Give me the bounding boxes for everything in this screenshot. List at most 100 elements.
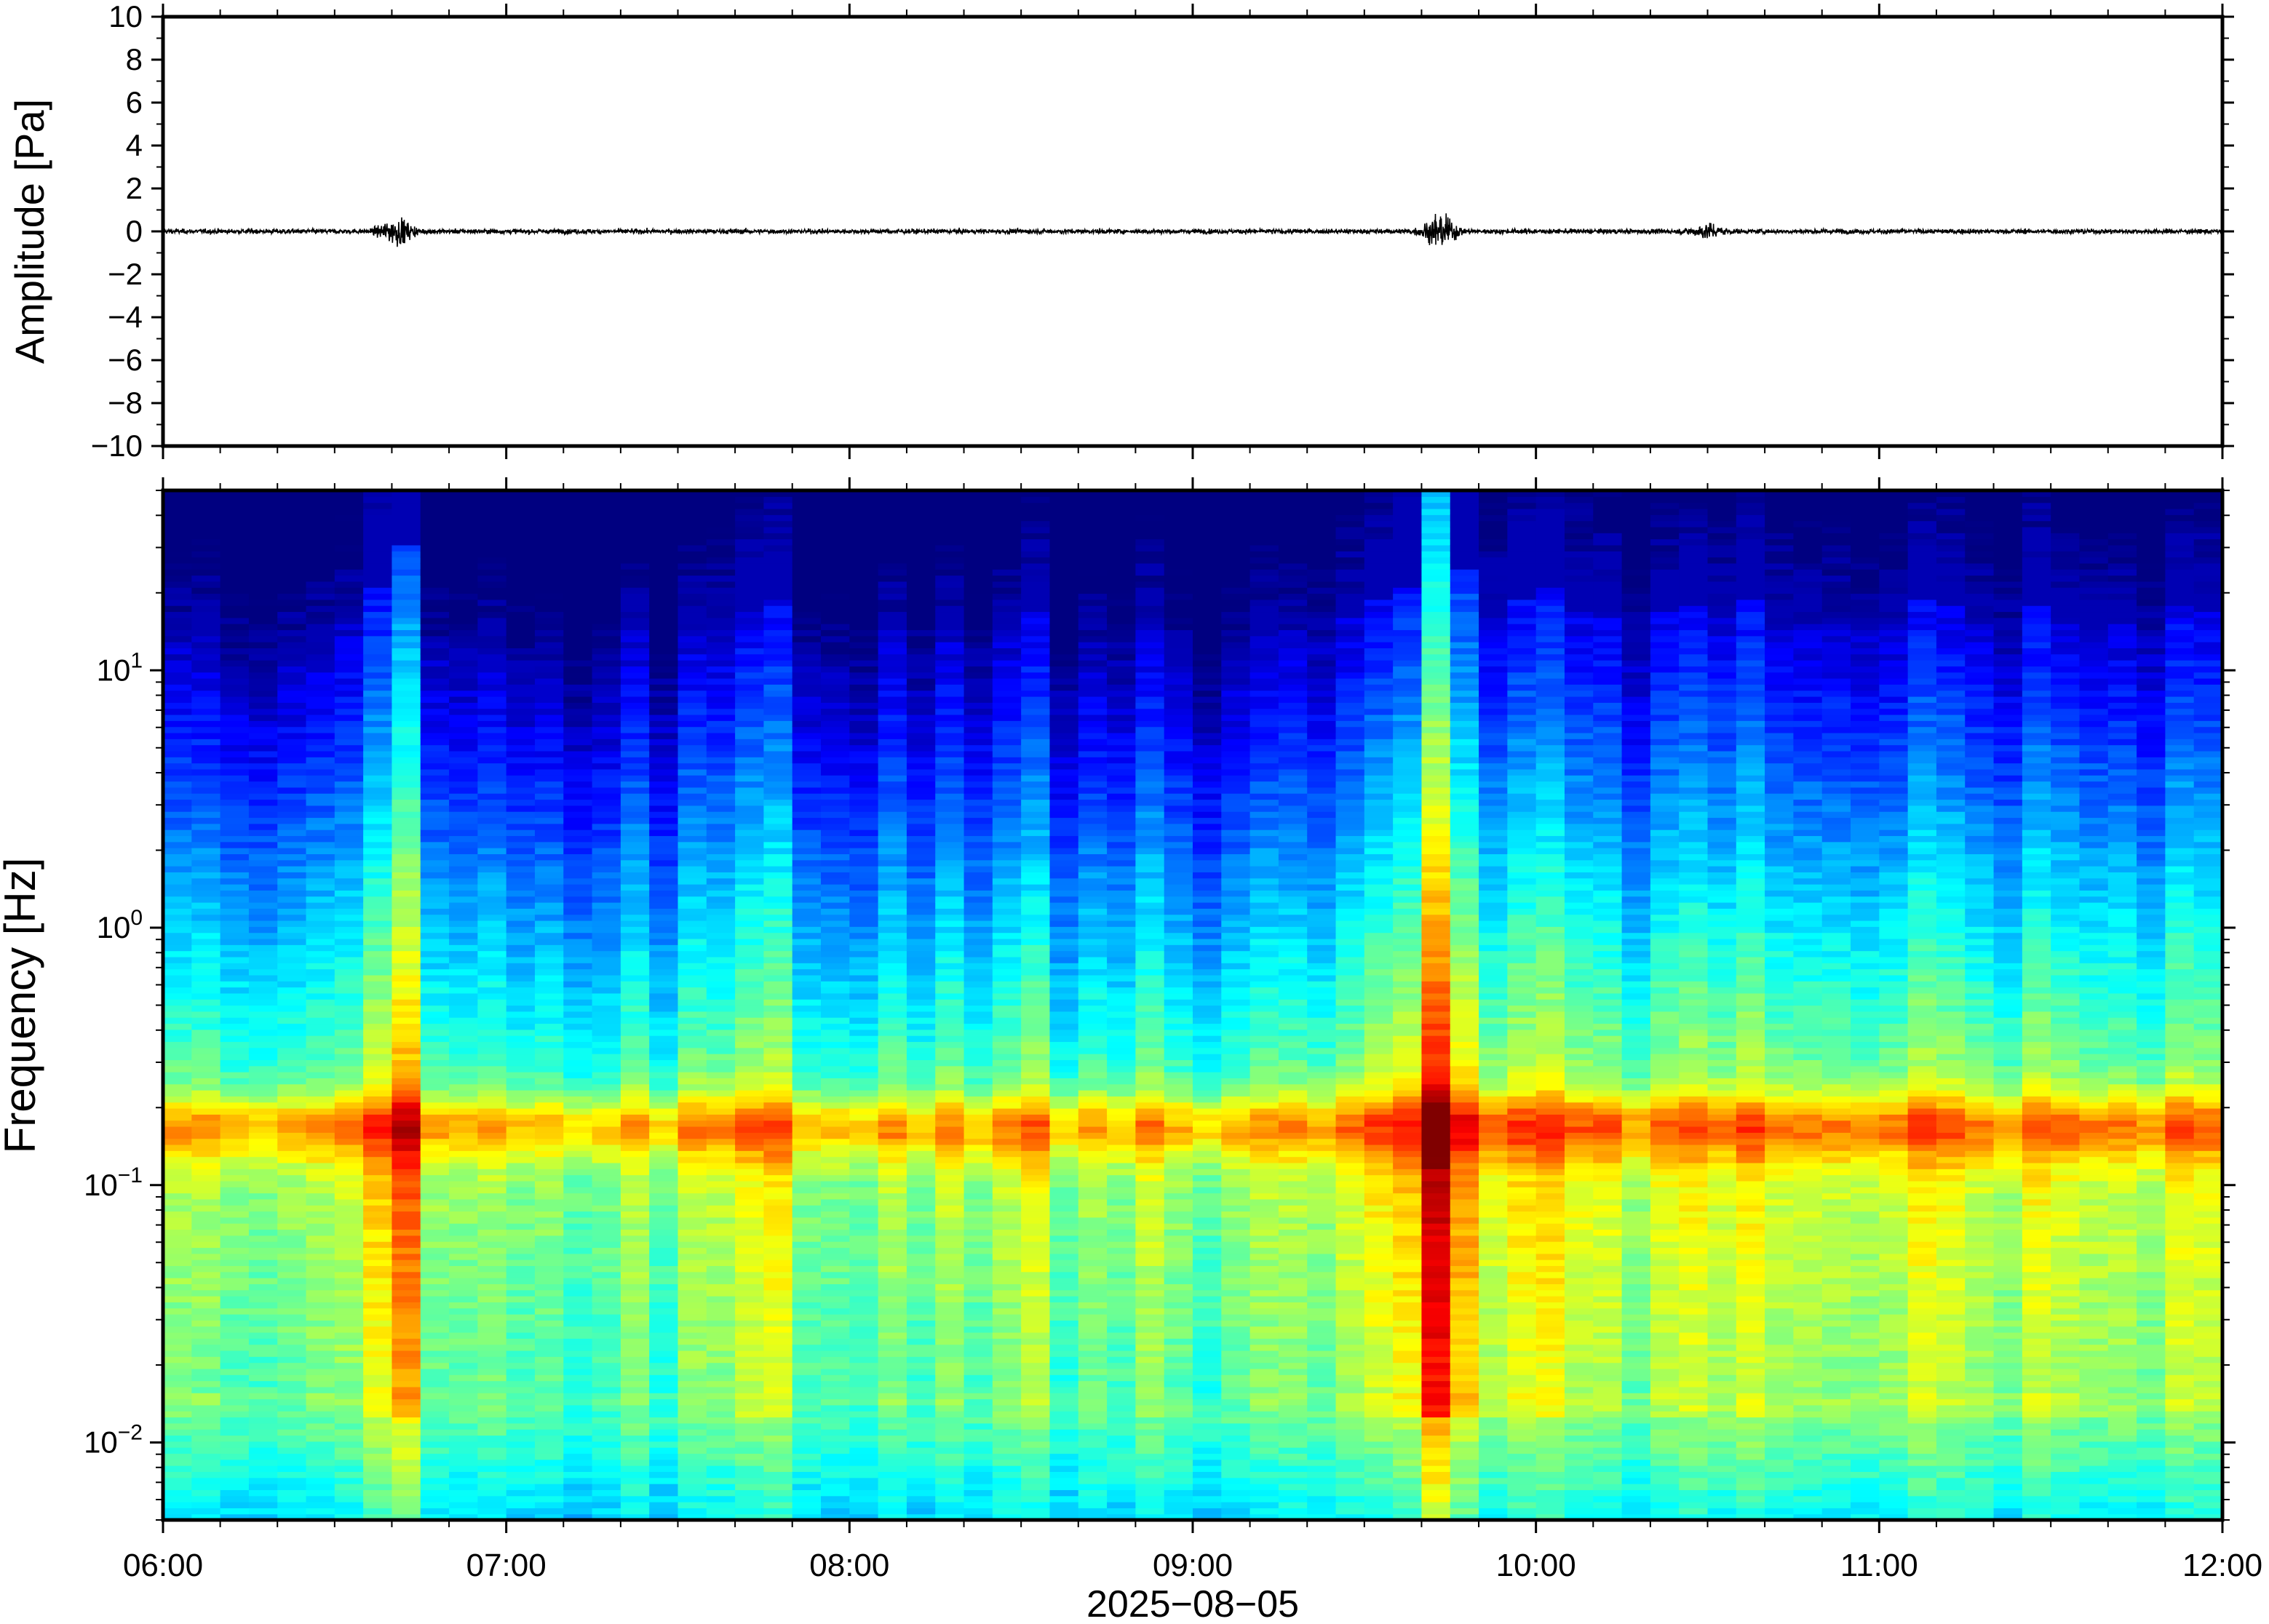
spectrogram-cell [534,1332,564,1339]
spectrogram-cell [449,496,478,503]
spectrogram-cell [306,1314,335,1321]
spectrogram-cell [849,593,879,600]
spectrogram-cell [163,1471,192,1478]
spectrogram-cell [735,1332,765,1339]
spectrogram-cell [935,757,965,764]
spectrogram-cell [477,1350,507,1357]
spectrogram-cell [735,496,765,503]
spectrogram-cell [506,1017,536,1024]
spectrogram-cell [449,672,478,679]
spectrogram-cell [392,1120,421,1127]
spectrogram-cell [963,1477,993,1484]
spectrogram-cell [706,805,736,812]
spectrogram-cell [677,526,707,533]
spectrogram-cell [248,538,278,546]
spectrogram-cell [821,502,850,509]
spectrogram-cell [706,793,736,800]
spectrogram-cell [449,1041,478,1048]
spectrogram-cell [935,908,965,915]
spectrogram-cell [906,1217,936,1224]
spectrogram-cell [534,744,564,752]
spectrogram-cell [506,1307,536,1315]
spectrogram-cell [306,702,335,709]
spectrogram-cell [763,587,793,594]
spectrogram-cell [792,720,822,728]
spectrogram-cell [534,617,564,624]
spectrogram-cell [534,1380,564,1388]
spectrogram-cell [649,811,679,819]
spectrogram-cell [392,502,421,509]
spectrogram-cell [792,944,822,952]
spectrogram-cell [706,963,736,970]
spectrogram-cell [592,1296,621,1302]
spectrogram-cell [363,1338,393,1345]
spectrogram-cell [506,987,536,994]
spectrogram-cell [477,950,507,958]
spectrogram-cell [534,1047,564,1054]
spectrogram-cell [620,1508,650,1515]
spectrogram-cell [620,1447,650,1454]
spectrogram-cell [334,1477,364,1484]
spectrogram-cell [363,1102,393,1109]
spectrogram-cell [220,793,250,800]
spectrogram-cell [420,1102,450,1109]
spectrogram-cell [821,678,850,685]
spectrogram-cell [506,866,536,872]
spectrogram-cell [363,1198,393,1206]
spectrogram-cell [763,1223,793,1230]
spectrogram-cell [878,720,907,728]
spectrogram-cell [277,1398,307,1406]
spectrogram-cell [735,1241,765,1249]
spectrogram-cell [878,538,907,546]
spectrogram-cell [763,502,793,509]
spectrogram-cell [735,1380,765,1388]
spectrogram-cell [334,581,364,588]
spectrogram-cell [534,981,564,988]
spectrogram-cell [878,575,907,582]
spectrogram-cell [878,1320,907,1327]
spectrogram-cell [935,1205,965,1212]
spectrogram-cell [677,1005,707,1012]
spectrogram-cell [792,696,822,703]
spectrogram-cell [534,1484,564,1490]
spectrogram-cell [878,1302,907,1309]
spectrogram-cell [563,799,593,806]
spectrogram-cell [677,1035,707,1043]
spectrogram-cell [534,1411,564,1418]
spectrogram-cell [878,932,907,939]
spectrogram-cell [677,956,707,963]
spectrogram-cell [792,508,822,515]
spectrogram-cell [963,1495,993,1502]
spectrogram-cell [849,1386,879,1393]
spectrogram-cell [392,1398,421,1406]
spectrogram-cell [306,1253,335,1260]
spectrogram-cell [763,1126,793,1133]
spectrogram-cell [163,757,192,764]
spectrogram-cell [477,1435,507,1442]
spectrogram-cell [735,1138,765,1145]
spectrogram-cell [163,1386,192,1393]
spectrogram-cell [677,514,707,522]
spectrogram-cell [935,1193,965,1200]
spectrogram-cell [363,902,393,909]
spectrogram-cell [963,981,993,988]
spectrogram-cell [821,1065,850,1072]
spectrogram-cell [792,1465,822,1473]
spectrogram-cell [534,1289,564,1297]
spectrogram-cell [935,829,965,837]
spectrogram-cell [477,672,507,679]
spectrogram-cell [563,1247,593,1254]
spectrogram-cell [849,1278,879,1284]
spectrogram-cell [821,1138,850,1145]
spectrogram-cell [792,1114,822,1121]
spectrogram-cell [563,514,593,522]
spectrogram-cell [220,1229,250,1236]
spectrogram-cell [220,853,250,861]
spectrogram-cell [277,950,307,958]
spectrogram-cell [763,1374,793,1382]
spectrogram-cell [792,1047,822,1054]
spectrogram-cell [849,799,879,806]
spectrogram-cell [677,1314,707,1321]
spectrogram-cell [163,938,192,945]
spectrogram-cell [306,1386,335,1393]
